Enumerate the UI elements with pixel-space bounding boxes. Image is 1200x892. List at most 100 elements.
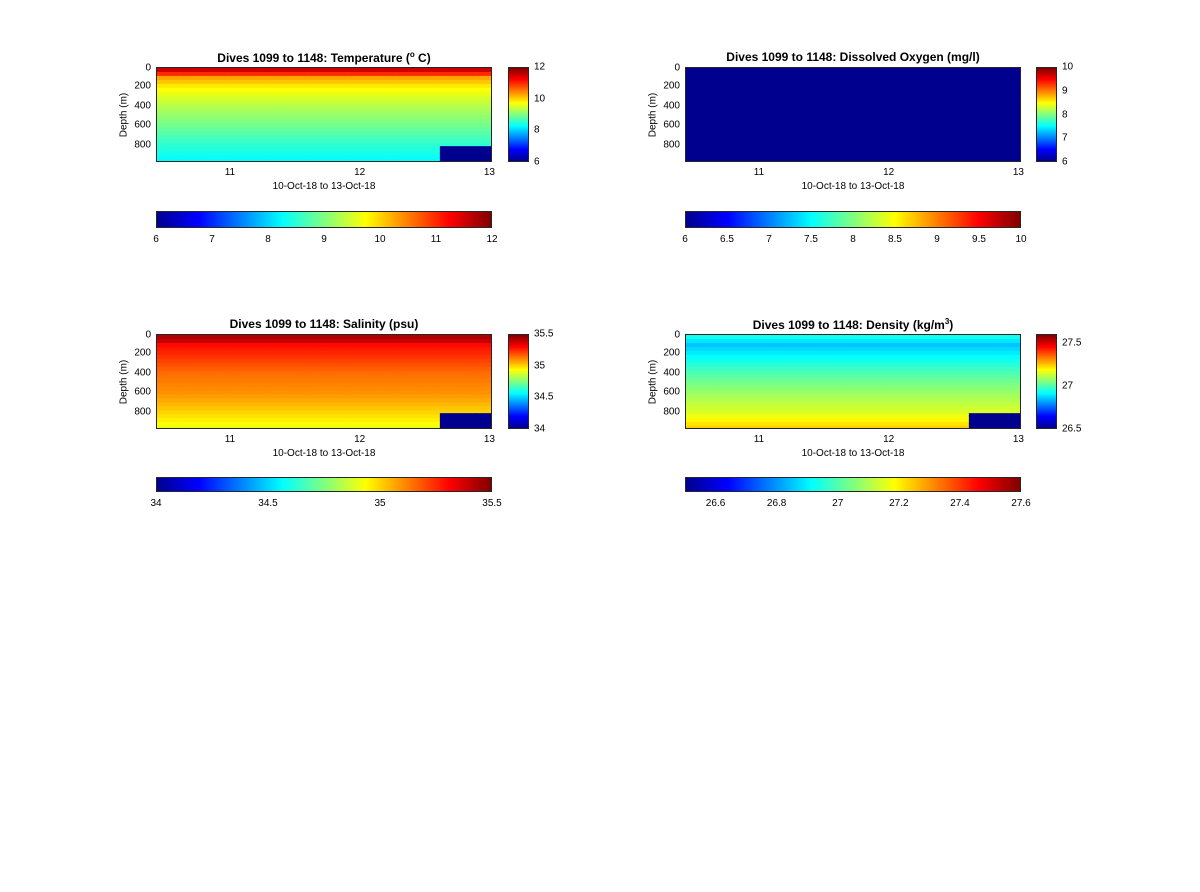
heatmap-cell (244, 135, 252, 140)
heatmap-cell (833, 95, 842, 101)
colorbar-tick-label: 9.5 (972, 234, 986, 245)
heatmap-cell (466, 350, 474, 356)
heatmap-cell (378, 103, 387, 109)
heatmap-cell (780, 338, 788, 344)
heatmap-cell (746, 370, 754, 376)
heatmap-cell (827, 374, 835, 380)
heatmap-cell (378, 350, 387, 356)
heatmap-cell (961, 147, 969, 152)
heatmap-cell (264, 131, 272, 136)
heatmap-cell (780, 87, 788, 93)
heatmap-cell (800, 159, 808, 161)
heatmap-cell (177, 75, 185, 81)
heatmap-cell (163, 103, 172, 109)
heatmap-cell (291, 99, 299, 105)
heatmap-cell (452, 131, 460, 136)
heatmap-cell (927, 346, 936, 352)
heatmap-cell (726, 135, 734, 140)
heatmap-cell (894, 159, 902, 161)
heatmap-cell (786, 131, 795, 136)
heatmap-cell (472, 143, 481, 147)
dive-profile (941, 335, 949, 428)
heatmap-cell (351, 87, 360, 93)
heatmap-cell (988, 119, 996, 125)
heatmap-cell (934, 350, 942, 356)
heatmap-cell (412, 107, 420, 113)
heatmap-cell (197, 354, 205, 360)
heatmap-cell (224, 386, 232, 392)
y-tick-label: 400 (663, 100, 680, 112)
heatmap-cell (224, 398, 232, 403)
heatmap-cell (311, 394, 319, 399)
heatmap-cell (425, 378, 434, 384)
heatmap-cell (706, 71, 714, 77)
heatmap-cell (244, 402, 252, 407)
heatmap-cell (298, 139, 306, 144)
heatmap-cell (880, 418, 889, 423)
heatmap-cell (378, 386, 387, 392)
heatmap-cell (793, 75, 801, 81)
heatmap-cell (766, 139, 774, 144)
heatmap-cell (217, 418, 225, 423)
heatmap-cell (157, 79, 165, 85)
heatmap-cell (692, 335, 701, 340)
heatmap-cell (1008, 99, 1016, 105)
heatmap-cell (813, 414, 821, 419)
heatmap-cell (968, 68, 976, 73)
heatmap-cell (833, 350, 842, 356)
heatmap-cell (412, 362, 420, 368)
heatmap-cell (874, 68, 882, 73)
heatmap-cell (712, 119, 721, 125)
heatmap-cell (425, 139, 434, 144)
heatmap-cell (860, 410, 869, 415)
heatmap-cell (726, 390, 734, 395)
heatmap-cell (331, 91, 340, 97)
dive-profile (766, 335, 774, 428)
heatmap-cell (948, 342, 956, 348)
heatmap-cell (412, 68, 420, 73)
dive-profile (1001, 68, 1010, 147)
heatmap-cell (439, 123, 447, 128)
heatmap-cell (217, 155, 225, 160)
heatmap-cell (901, 406, 909, 411)
heatmap-cell (419, 378, 427, 384)
heatmap-cell (237, 418, 245, 423)
heatmap-cell (806, 350, 815, 356)
heatmap-cell (345, 123, 353, 128)
heatmap-cell (833, 111, 842, 117)
dive-profile (291, 335, 299, 428)
dive-profile (439, 68, 447, 147)
heatmap-cell (425, 71, 434, 77)
heatmap-cell (813, 374, 821, 380)
heatmap-cell (358, 139, 366, 144)
heatmap-cell (860, 95, 869, 101)
heatmap-cell (786, 79, 795, 85)
heatmap-cell (425, 68, 434, 73)
heatmap-cell (686, 335, 694, 340)
heatmap-cell (318, 79, 326, 85)
heatmap-cell (419, 151, 427, 156)
heatmap-cell (766, 354, 774, 360)
heatmap-cell (820, 422, 828, 427)
heatmap-cell (759, 123, 768, 128)
heatmap-cell (351, 107, 360, 113)
heatmap-cell (880, 68, 889, 73)
heatmap-cell (230, 342, 239, 348)
heatmap-cell (157, 75, 165, 81)
heatmap-cell (439, 366, 447, 372)
heatmap-cell (351, 335, 360, 340)
dive-profile (298, 68, 306, 161)
heatmap-cell (338, 139, 346, 144)
heatmap-cell (244, 91, 252, 97)
heatmap-cell (806, 354, 815, 360)
heatmap-cell (157, 386, 165, 392)
heatmap-cell (251, 143, 259, 148)
heatmap-cell (927, 155, 936, 160)
heatmap-cell (894, 119, 902, 125)
heatmap-cell (699, 406, 707, 411)
heatmap-cell (699, 426, 707, 428)
heatmap-cell (157, 159, 165, 161)
heatmap-cell (251, 119, 259, 125)
heatmap-cell (934, 406, 942, 411)
heatmap-cell (874, 358, 882, 364)
